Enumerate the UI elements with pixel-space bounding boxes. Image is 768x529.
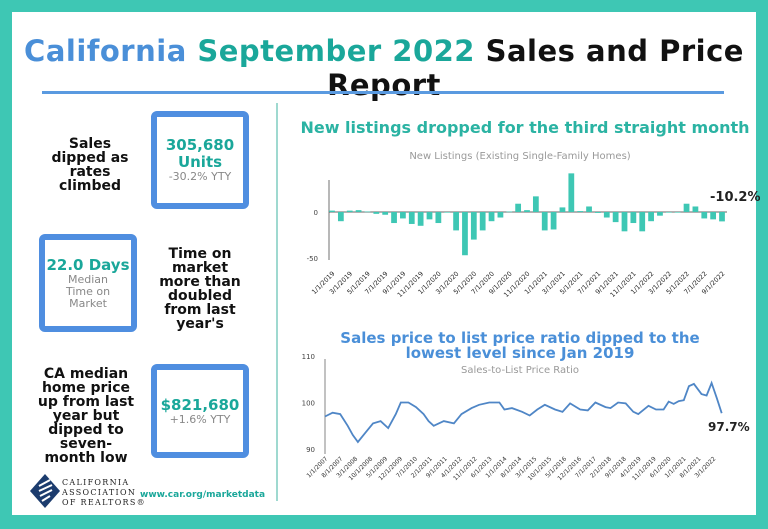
bar xyxy=(630,212,637,224)
bar xyxy=(524,210,530,212)
listings-chart-title: New Listings (Existing Single-Family Hom… xyxy=(409,151,631,162)
bar xyxy=(346,210,353,212)
bar xyxy=(568,173,575,212)
sales-change: -30.2% YTY xyxy=(168,170,232,183)
bar xyxy=(701,212,708,219)
bar xyxy=(559,207,566,212)
price-note: CA median home price up from last year b… xyxy=(37,366,135,466)
bar xyxy=(488,212,495,222)
title-state: California xyxy=(24,34,187,68)
bar xyxy=(364,211,371,213)
ratio-line-chart: 110100901/1/20078/1/20073/1/200810/1/200… xyxy=(302,353,750,482)
bar xyxy=(541,212,548,231)
bar xyxy=(719,212,725,222)
price-value: $821,680 xyxy=(160,395,240,414)
bar xyxy=(665,212,672,213)
car-logo-icon xyxy=(30,474,60,508)
bar xyxy=(453,212,459,231)
bar xyxy=(657,212,663,216)
page-title: California September 2022 Sales and Pric… xyxy=(0,34,768,102)
bar xyxy=(329,210,335,212)
bar xyxy=(515,203,522,212)
bar xyxy=(674,212,681,213)
bar xyxy=(497,212,504,218)
y-tick-label: 110 xyxy=(302,353,315,361)
column-divider xyxy=(276,103,278,501)
bar xyxy=(408,212,415,224)
bar xyxy=(586,206,592,212)
bar xyxy=(417,212,424,226)
dom-value: 22.0 Days xyxy=(46,255,130,274)
bar xyxy=(391,212,397,224)
bar xyxy=(506,211,513,213)
dom-stat-box: 22.0 Days Median Time on Market xyxy=(39,234,137,332)
y-tick-label: 90 xyxy=(306,446,315,454)
bar xyxy=(595,212,601,213)
latest-change-label: -10.2% xyxy=(710,190,760,205)
dom-note: Time on market more than doubled from la… xyxy=(159,246,241,332)
bar xyxy=(639,212,646,232)
y-tick-label: 0 xyxy=(314,209,318,217)
sales-value: 305,680 xyxy=(165,136,235,154)
sales-unit: Units xyxy=(177,153,223,171)
price-stat-box: $821,680 +1.6% YTY xyxy=(151,364,249,458)
bar xyxy=(400,212,406,219)
bar xyxy=(612,212,619,223)
title-divider xyxy=(42,91,724,94)
bar xyxy=(577,211,584,212)
bar xyxy=(373,212,380,214)
listings-bar-chart: 0-501/1/20193/1/20195/1/20197/1/20199/1/… xyxy=(307,173,760,299)
bar xyxy=(426,212,433,220)
bar xyxy=(532,196,539,212)
logo-line: CALIFORNIA xyxy=(62,478,130,487)
sales-stat-box: 305,680 Units -30.2% YTY xyxy=(151,111,249,209)
car-logo-text: CALIFORNIA ASSOCIATION OF REALTORS® xyxy=(62,478,146,508)
bar xyxy=(710,212,717,220)
bar xyxy=(648,212,654,222)
sales-note: Sales dipped as rates climbed xyxy=(51,136,129,194)
market-data-link[interactable]: www.car.org/marketdata xyxy=(140,490,266,500)
bar xyxy=(444,212,451,213)
y-tick-label: 100 xyxy=(302,400,315,408)
bar xyxy=(382,212,389,215)
logo-line: ASSOCIATION xyxy=(62,488,137,497)
bar xyxy=(479,212,486,231)
bar xyxy=(470,212,477,240)
bar xyxy=(603,212,610,218)
logo-line: OF REALTORS® xyxy=(62,498,146,507)
title-month: September 2022 xyxy=(197,34,475,68)
price-change: +1.6% YTY xyxy=(169,412,231,426)
ratio-line xyxy=(324,380,723,444)
bar xyxy=(621,212,628,232)
bar xyxy=(462,212,468,256)
bar xyxy=(692,206,699,212)
bar xyxy=(435,212,442,224)
bar xyxy=(355,210,362,212)
bar xyxy=(550,212,557,230)
bar xyxy=(337,212,344,222)
dom-label: Median Time on Market xyxy=(65,272,111,310)
listings-headline: New listings dropped for the third strai… xyxy=(300,118,750,137)
y-tick-label: -50 xyxy=(307,255,318,263)
title-rest: Sales and Price Report xyxy=(327,34,744,102)
ratio-headline: Sales price to list price ratio dipped t… xyxy=(340,329,700,362)
ratio-chart-title: Sales-to-List Price Ratio xyxy=(461,365,579,376)
latest-ratio-label: 97.7% xyxy=(708,420,750,434)
bar xyxy=(683,203,690,212)
